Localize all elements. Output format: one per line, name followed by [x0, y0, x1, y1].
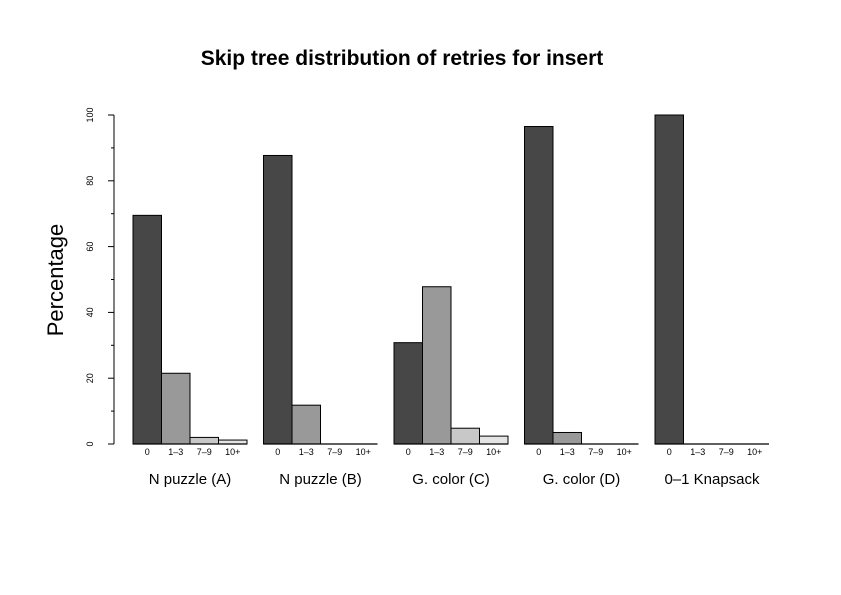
- bar: [291, 404, 321, 445]
- bar: [393, 342, 423, 445]
- group-label: 0–1 Knapsack: [664, 471, 760, 488]
- x-tick-label: 1–3: [690, 447, 705, 457]
- x-tick-label: 0: [406, 447, 411, 457]
- x-tick-label: 1–3: [429, 447, 444, 457]
- y-tick-label: 20: [85, 373, 95, 383]
- bar: [552, 431, 582, 445]
- bar: [479, 435, 509, 445]
- group-label: N puzzle (A): [149, 471, 232, 488]
- y-axis: 0 20 40 60 80 100: [85, 107, 115, 447]
- x-tick-label: 7–9: [458, 447, 473, 457]
- bar: [524, 126, 554, 445]
- x-tick-label: 0: [275, 447, 280, 457]
- x-tick-label: 10+: [486, 447, 501, 457]
- x-tick-label: 1–3: [168, 447, 183, 457]
- y-tick-label: 80: [85, 176, 95, 186]
- bar-group: 0 1–3 7–9 10+ N puzzle (B): [263, 154, 378, 488]
- x-tick-label: 7–9: [327, 447, 342, 457]
- y-tick-label: 100: [85, 107, 95, 122]
- x-tick-label: 10+: [617, 447, 632, 457]
- x-tick-label: 7–9: [588, 447, 603, 457]
- x-tick-label: 1–3: [299, 447, 314, 457]
- bar-groups: 0 1–3 7–9 10+ N puzzle (A) 0 1–3 7–9 10+ N puzzle…: [132, 114, 769, 488]
- group-label: N puzzle (B): [279, 471, 362, 488]
- x-tick-label: 0: [536, 447, 541, 457]
- bar-group: 0 1–3 7–9 10+ G. color (D): [524, 126, 639, 488]
- bar: [450, 427, 480, 445]
- y-axis-label: Percentage: [43, 224, 68, 337]
- group-label: G. color (D): [543, 471, 621, 488]
- x-tick-label: 10+: [747, 447, 762, 457]
- chart-title: Skip tree distribution of retries for in…: [201, 47, 604, 70]
- x-tick-label: 10+: [225, 447, 240, 457]
- x-tick-label: 1–3: [560, 447, 575, 457]
- y-tick-label: 0: [85, 441, 95, 446]
- bar: [263, 154, 293, 445]
- bar-group: 0 1–3 7–9 10+ G. color (C): [393, 286, 509, 488]
- bar: [161, 372, 191, 445]
- group-label: G. color (C): [412, 471, 490, 488]
- x-tick-label: 7–9: [719, 447, 734, 457]
- bar-group: 0 1–3 7–9 10+ N puzzle (A): [132, 214, 248, 488]
- x-tick-label: 7–9: [197, 447, 212, 457]
- bar: [422, 286, 452, 445]
- x-tick-label: 10+: [356, 447, 371, 457]
- x-tick-label: 0: [667, 447, 672, 457]
- y-tick-label: 40: [85, 307, 95, 317]
- bar-group: 0 1–3 7–9 10+ 0–1 Knapsack: [654, 114, 769, 488]
- bar: [654, 114, 684, 445]
- bar: [132, 214, 162, 445]
- bar: [189, 436, 219, 445]
- x-tick-label: 0: [145, 447, 150, 457]
- y-tick-label: 60: [85, 242, 95, 252]
